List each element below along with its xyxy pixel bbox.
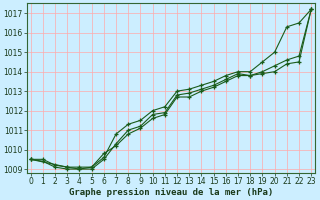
X-axis label: Graphe pression niveau de la mer (hPa): Graphe pression niveau de la mer (hPa) (69, 188, 273, 197)
